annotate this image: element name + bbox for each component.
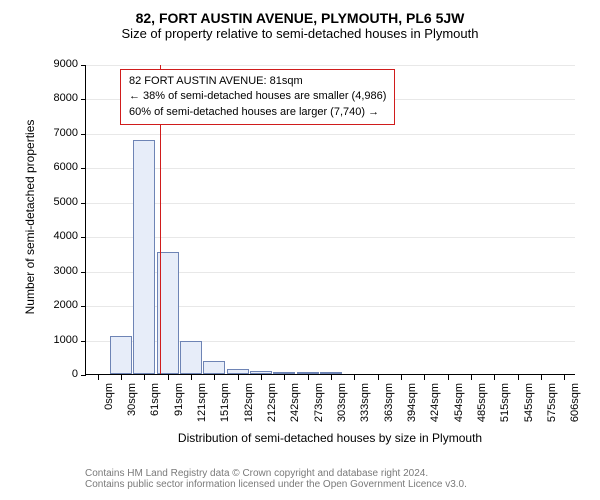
y-axis-label: Number of semi-detached properties (23, 107, 37, 327)
y-tick-label: 3000 (36, 265, 78, 277)
y-tick-label: 4000 (36, 230, 78, 242)
x-tick (284, 375, 285, 380)
histogram-bar (133, 140, 155, 374)
x-tick (121, 375, 122, 380)
x-axis-label: Distribution of semi-detached houses by … (85, 431, 575, 445)
y-tick (81, 99, 86, 100)
histogram-bar (320, 372, 342, 374)
chart-container: 82, FORT AUSTIN AVENUE, PLYMOUTH, PL6 5J… (10, 10, 590, 490)
x-tick (564, 375, 565, 380)
x-tick-label: 61sqm (149, 383, 161, 428)
x-tick (308, 375, 309, 380)
info-line-1: 82 FORT AUSTIN AVENUE: 81sqm (129, 74, 386, 89)
y-tick-label: 0 (36, 368, 78, 380)
x-tick-label: 121sqm (196, 383, 208, 428)
x-tick-label: 424sqm (429, 383, 441, 428)
y-tick (81, 375, 86, 376)
x-tick-label: 575sqm (546, 383, 558, 428)
y-tick-label: 1000 (36, 334, 78, 346)
x-tick-label: 394sqm (406, 383, 418, 428)
histogram-bar (110, 336, 132, 374)
y-tick-label: 8000 (36, 92, 78, 104)
footer-line-2: Contains public sector information licen… (85, 479, 467, 490)
x-tick-label: 273sqm (313, 383, 325, 428)
x-tick (331, 375, 332, 380)
x-tick (401, 375, 402, 380)
x-tick (261, 375, 262, 380)
y-tick (81, 203, 86, 204)
x-tick (424, 375, 425, 380)
x-tick (494, 375, 495, 380)
x-tick (238, 375, 239, 380)
y-tick-label: 7000 (36, 127, 78, 139)
y-tick-label: 6000 (36, 161, 78, 173)
x-tick (144, 375, 145, 380)
y-tick (81, 272, 86, 273)
x-tick (168, 375, 169, 380)
x-tick (98, 375, 99, 380)
x-tick-label: 91sqm (173, 383, 185, 428)
info-line-2: ← 38% of semi-detached houses are smalle… (129, 89, 386, 104)
x-tick (378, 375, 379, 380)
x-tick (518, 375, 519, 380)
y-tick-label: 2000 (36, 299, 78, 311)
x-tick-label: 515sqm (499, 383, 511, 428)
x-tick (471, 375, 472, 380)
histogram-bar (250, 371, 272, 374)
x-tick-label: 30sqm (126, 383, 138, 428)
x-tick-label: 333sqm (359, 383, 371, 428)
x-tick-label: 485sqm (476, 383, 488, 428)
footer-text: Contains HM Land Registry data © Crown c… (85, 468, 467, 490)
x-tick (214, 375, 215, 380)
x-tick (354, 375, 355, 380)
info-box: 82 FORT AUSTIN AVENUE: 81sqm ← 38% of se… (120, 69, 395, 125)
y-tick (81, 306, 86, 307)
x-tick-label: 545sqm (523, 383, 535, 428)
x-tick (191, 375, 192, 380)
y-tick (81, 168, 86, 169)
y-tick-label: 5000 (36, 196, 78, 208)
histogram-bar (227, 369, 249, 374)
x-tick-label: 606sqm (569, 383, 581, 428)
x-tick-label: 363sqm (383, 383, 395, 428)
footer-line-1: Contains HM Land Registry data © Crown c… (85, 468, 467, 479)
x-tick-label: 151sqm (219, 383, 231, 428)
y-tick (81, 237, 86, 238)
y-tick (81, 134, 86, 135)
histogram-bar (273, 372, 295, 374)
info-line-3: 60% of semi-detached houses are larger (… (129, 105, 386, 120)
chart-title: 82, FORT AUSTIN AVENUE, PLYMOUTH, PL6 5J… (10, 10, 590, 26)
y-tick-label: 9000 (36, 58, 78, 70)
x-tick-label: 0sqm (103, 383, 115, 428)
chart-subtitle: Size of property relative to semi-detach… (10, 26, 590, 41)
y-tick (81, 65, 86, 66)
histogram-bar (297, 372, 319, 374)
x-tick (541, 375, 542, 380)
histogram-bar (203, 361, 225, 374)
histogram-bar (180, 341, 202, 374)
x-tick-label: 212sqm (266, 383, 278, 428)
x-tick-label: 454sqm (453, 383, 465, 428)
x-tick-label: 182sqm (243, 383, 255, 428)
y-tick (81, 341, 86, 342)
x-tick (448, 375, 449, 380)
x-tick-label: 242sqm (289, 383, 301, 428)
x-tick-label: 303sqm (336, 383, 348, 428)
